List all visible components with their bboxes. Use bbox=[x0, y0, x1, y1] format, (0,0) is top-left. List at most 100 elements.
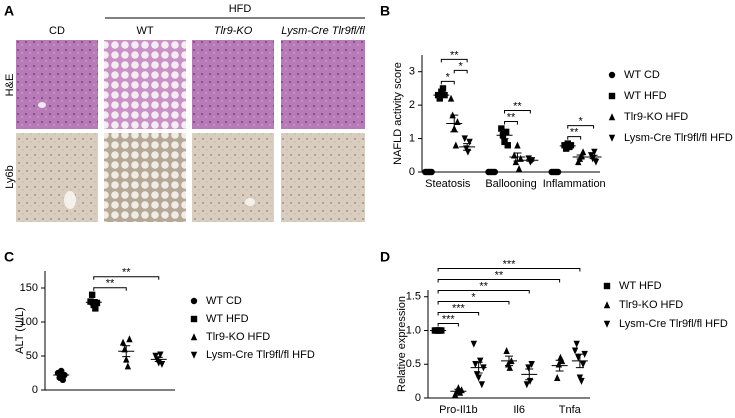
data-point bbox=[436, 95, 443, 102]
legend-label: WT HFD bbox=[624, 90, 667, 102]
x-tick-label: Pro-Il1b bbox=[439, 404, 478, 416]
significance-label: ** bbox=[570, 126, 579, 138]
error-bar bbox=[576, 154, 585, 160]
micrograph bbox=[281, 40, 365, 129]
legend-label: Lysm-Cre Tlr9fl/fl HFD bbox=[624, 132, 733, 144]
data-point bbox=[157, 351, 164, 359]
data-point bbox=[439, 85, 447, 92]
data-point bbox=[123, 355, 130, 363]
legend-label: WT HFD bbox=[206, 313, 249, 325]
data-point bbox=[477, 357, 484, 365]
error-bar bbox=[526, 158, 535, 162]
legend-marker bbox=[603, 320, 611, 328]
data-point bbox=[466, 138, 473, 146]
legend-marker bbox=[608, 71, 616, 79]
legend-marker bbox=[190, 351, 198, 359]
significance-bracket bbox=[93, 287, 127, 291]
significance-bracket bbox=[567, 136, 582, 140]
error-bar bbox=[575, 353, 584, 369]
vessel bbox=[38, 102, 46, 108]
data-point bbox=[523, 381, 531, 389]
significance-bracket bbox=[437, 323, 459, 327]
legend-label: Tlr9-KO HFD bbox=[624, 111, 688, 123]
data-point bbox=[528, 361, 535, 368]
data-point bbox=[472, 361, 479, 368]
data-point bbox=[158, 360, 166, 368]
micrograph bbox=[16, 40, 98, 129]
x-tick-label: Tnfa bbox=[559, 404, 582, 416]
significance-label: ** bbox=[479, 280, 488, 292]
data-point bbox=[579, 361, 587, 368]
x-tick-label: Inflammation bbox=[543, 178, 606, 190]
data-point bbox=[93, 299, 101, 307]
significance-bracket bbox=[453, 69, 468, 74]
data-point bbox=[475, 374, 482, 382]
panel-label: D bbox=[380, 249, 390, 265]
y-tick-label: 1 bbox=[409, 132, 415, 144]
data-point bbox=[579, 148, 587, 156]
data-point bbox=[525, 364, 532, 372]
group-label: HFD bbox=[229, 3, 252, 15]
error-bar bbox=[563, 144, 572, 148]
error-bar bbox=[89, 299, 98, 306]
error-bar bbox=[474, 361, 483, 374]
data-point bbox=[515, 164, 523, 172]
data-point bbox=[126, 335, 133, 343]
y-axis-label: NAFLD activity score bbox=[392, 62, 404, 165]
significance-label: ** bbox=[507, 111, 516, 123]
data-point bbox=[501, 138, 508, 146]
x-tick-label: Il6 bbox=[513, 404, 525, 416]
chart: C ALT (U/L) 0 50 100 150 WT CD WT HFD Tlr9-KO HF… bbox=[4, 249, 315, 396]
y-tick-label: 50 bbox=[26, 350, 38, 362]
chart: B NAFLD activity score 0 1 2 3 Steatosis Balloo… bbox=[380, 3, 733, 190]
chart: D Relative expression 0 0.5 1.0 1.5 Pro-Il1b Il… bbox=[380, 249, 728, 416]
error-bar bbox=[463, 143, 472, 151]
data-point bbox=[498, 125, 505, 132]
micrograph bbox=[192, 133, 274, 222]
y-axis-label: ALT (U/L) bbox=[14, 307, 26, 354]
significance-label: ** bbox=[450, 49, 459, 61]
significance-label: * bbox=[471, 291, 476, 303]
legend-marker bbox=[608, 134, 616, 142]
legend-label: Tlr9-KO HFD bbox=[206, 331, 270, 343]
data-point bbox=[119, 338, 127, 346]
panel-label: B bbox=[380, 3, 390, 19]
significance-bracket bbox=[437, 268, 581, 272]
y-tick-label: 1.0 bbox=[406, 324, 421, 336]
error-bar bbox=[555, 359, 564, 372]
data-point bbox=[514, 141, 521, 149]
micrograph bbox=[192, 40, 274, 129]
y-tick-label: 2 bbox=[409, 99, 415, 111]
data-point bbox=[88, 291, 96, 298]
data-point bbox=[461, 135, 468, 143]
significance-label: *** bbox=[503, 258, 517, 270]
significance-bracket bbox=[437, 279, 561, 283]
error-bar bbox=[525, 368, 534, 381]
data-point bbox=[512, 158, 520, 166]
legend-marker bbox=[190, 315, 198, 323]
significance-label: ** bbox=[122, 267, 131, 279]
error-bar bbox=[154, 356, 163, 362]
legend-label: Lysm-Cre Tlr9fl/fl HFD bbox=[619, 318, 728, 330]
data-point bbox=[571, 347, 579, 355]
column-label: WT bbox=[136, 25, 153, 37]
data-point bbox=[578, 377, 585, 385]
y-tick-label: 0 bbox=[32, 384, 38, 396]
significance-bracket bbox=[437, 312, 480, 316]
data-point bbox=[470, 340, 478, 348]
legend-marker bbox=[190, 333, 198, 341]
legend-label: WT CD bbox=[624, 69, 660, 81]
micrograph bbox=[104, 133, 186, 222]
significance-bracket bbox=[93, 276, 160, 280]
row-label: H&E bbox=[4, 74, 16, 97]
data-point bbox=[506, 363, 513, 371]
x-tick-label: Steatosis bbox=[425, 178, 471, 190]
vessel bbox=[245, 198, 255, 206]
error-bar bbox=[437, 92, 446, 98]
data-point bbox=[452, 141, 460, 149]
data-point bbox=[517, 154, 524, 162]
panel-label: C bbox=[4, 249, 14, 265]
legend-label: WT CD bbox=[206, 295, 242, 307]
y-tick-label: 150 bbox=[20, 282, 38, 294]
y-tick-label: 100 bbox=[20, 316, 38, 328]
